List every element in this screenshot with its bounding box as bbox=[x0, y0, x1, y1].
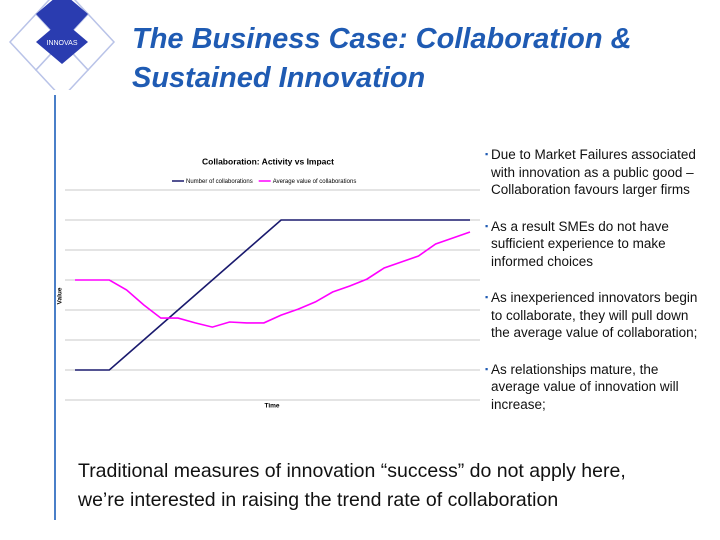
bullet-line: informed choices bbox=[491, 253, 594, 269]
bullet-line: to collaborate, they will pull down bbox=[491, 307, 689, 323]
bullet-list: ▪ Due to Market Failures associated with i… bbox=[485, 146, 720, 432]
series-line bbox=[75, 231, 471, 328]
bullet-marker: ▪ bbox=[485, 220, 489, 231]
bullet-line: As relationships mature, the bbox=[491, 361, 659, 377]
footer: Traditional measures of innovation “succ… bbox=[78, 457, 626, 515]
y-axis-label: Value bbox=[57, 287, 64, 304]
bullet-marker: ▪ bbox=[485, 363, 489, 374]
bullet-line: average value of innovation will bbox=[491, 379, 679, 394]
bullet-line: Due to Market Failures associated bbox=[491, 147, 696, 162]
bullet-line: sufficient experience to make bbox=[491, 236, 666, 251]
bullet-marker: ▪ bbox=[485, 292, 489, 302]
bullet-line: Collaboration favours larger firms bbox=[491, 182, 690, 197]
bullet: ▪ Due to Market Failures associated with i… bbox=[485, 146, 720, 199]
bullet-line: As inexperienced innovators begin bbox=[491, 290, 698, 305]
chart: Collaboration: Activity vs Impact Value Ti… bbox=[57, 156, 480, 410]
footer-line: we’re interested in raising the trend ra… bbox=[78, 489, 559, 511]
bullet: ▪ As a result SMEs do not have sufficient … bbox=[485, 218, 720, 271]
logo-text: INNOVAS bbox=[47, 40, 78, 47]
slide-title: The Business Case: Collaboration & Susta… bbox=[132, 20, 632, 98]
x-axis-label: Time bbox=[264, 403, 279, 410]
bullet-line: the average value of collaboration; bbox=[491, 325, 698, 340]
chart-title: Collaboration: Activity vs Impact bbox=[202, 156, 334, 166]
bullet-line: with innovation as a public good – bbox=[491, 164, 694, 180]
bullet: ▪ As inexperienced innovators begin to col… bbox=[485, 289, 720, 342]
bullet-marker: ▪ bbox=[485, 149, 489, 159]
footer-line: Traditional measures of innovation “succ… bbox=[78, 460, 626, 482]
bullet: ▪ As relationships mature, the average val… bbox=[485, 361, 720, 414]
logo: INNOVAS bbox=[8, 0, 116, 90]
legend-label: Number of collaborations bbox=[186, 179, 253, 185]
title-line: The Business Case: Collaboration & bbox=[132, 23, 632, 55]
legend-label: Average value of collaborations bbox=[273, 179, 357, 185]
divider bbox=[54, 95, 56, 520]
bullet-line: increase; bbox=[491, 396, 546, 412]
bullet-line: As a result SMEs do not have bbox=[491, 218, 669, 234]
series-line bbox=[75, 219, 470, 371]
title-line: Sustained Innovation bbox=[132, 62, 426, 94]
